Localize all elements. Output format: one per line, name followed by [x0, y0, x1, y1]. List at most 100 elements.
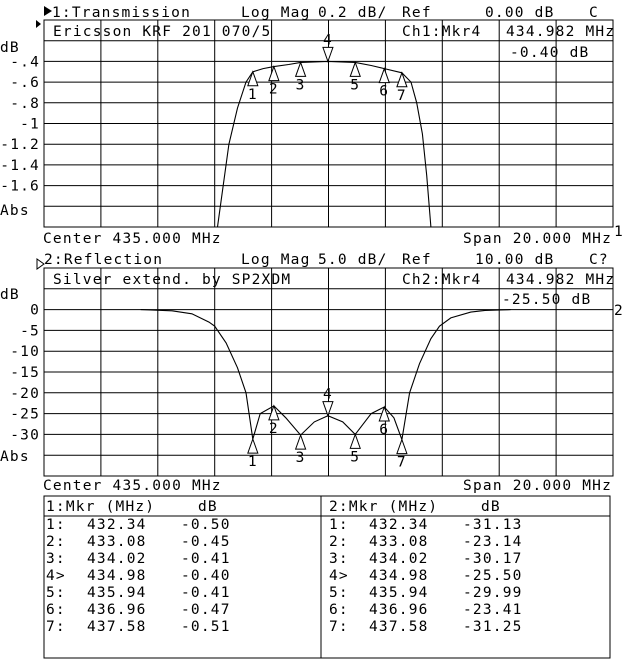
- marker-number: 7: [397, 88, 407, 104]
- graticule: [43, 267, 614, 477]
- marker-freq: 434.98: [369, 568, 429, 584]
- table-row: 1: 432.34 -0.50: [46, 517, 231, 533]
- marker-value: -0.45: [181, 534, 231, 550]
- y-tick-label: -.4: [10, 54, 40, 70]
- table-row: 6: 436.96 -23.41: [329, 602, 521, 618]
- y-axis-format: Abs: [0, 449, 30, 465]
- marker-number: 7: [397, 455, 407, 471]
- marker-freq: 432.34: [87, 517, 147, 533]
- marker-idx: 2:: [329, 534, 349, 550]
- marker-freq: 437.58: [87, 619, 147, 635]
- marker-triangle-icon: [378, 405, 390, 422]
- marker-freq: 437.58: [369, 619, 429, 635]
- marker-2[interactable]: 2: [268, 404, 280, 437]
- marker-idx: 5:: [46, 585, 66, 601]
- y-tick-label: 0: [30, 303, 40, 319]
- format-label: Log Mag: [241, 252, 311, 268]
- marker-5[interactable]: 5: [349, 60, 361, 93]
- table-row: 3: 434.02 -0.41: [46, 551, 231, 567]
- marker-3[interactable]: 3: [294, 60, 307, 93]
- format-label: Log Mag: [241, 5, 311, 21]
- y-axis-unit: dB: [0, 40, 20, 56]
- marker-idx: 6:: [46, 602, 66, 618]
- y-axis-format: Abs: [0, 203, 30, 219]
- marker-freq: 436.96: [369, 602, 429, 618]
- marker-number: 1: [248, 87, 258, 103]
- ch2-table-header: 2:Mkr (MHz): [329, 499, 438, 515]
- marker-value: -23.14: [463, 534, 523, 550]
- marker-triangle-icon: [396, 71, 408, 88]
- marker-freq: 435.94: [369, 585, 429, 601]
- active-marker-triangle-icon: [322, 46, 334, 63]
- ref-value: 10.00 dB: [475, 252, 554, 268]
- channel-2-plot: 2:Reflection Log Mag 5.0 dB/ Ref 10.00 d…: [0, 252, 624, 494]
- marker-3[interactable]: 3: [294, 433, 307, 466]
- y-tick-label: -.8: [10, 96, 40, 112]
- table-row: 4> 434.98 -25.50: [329, 568, 521, 584]
- y-tick-label: -20: [10, 386, 40, 402]
- marker-triangle-icon: [268, 65, 280, 82]
- marker-idx: 3:: [329, 551, 349, 567]
- ch2-table-unit: dB: [481, 499, 501, 515]
- marker-idx: 7:: [329, 619, 349, 635]
- marker-7[interactable]: 7: [396, 438, 408, 471]
- ref-label: Ref: [402, 5, 432, 21]
- marker-idx: 1:: [46, 517, 66, 533]
- marker-5[interactable]: 5: [349, 432, 361, 465]
- chart-subtitle: Silver extend. by SP2XDM: [53, 272, 291, 288]
- marker-idx: 1:: [329, 517, 349, 533]
- center-frequency-label: Center 435.000 MHz: [43, 478, 222, 494]
- marker-number: 5: [350, 77, 360, 93]
- table-row: 7: 437.58 -0.51: [46, 619, 231, 635]
- marker-idx: 5:: [329, 585, 349, 601]
- ch1-table-unit: dB: [198, 499, 218, 515]
- marker-value: -0.51: [181, 619, 231, 635]
- marker-value: -0.41: [181, 585, 231, 601]
- marker-readout-value: -0.40 dB: [510, 45, 589, 61]
- table-row: 2: 433.08 -23.14: [329, 534, 523, 550]
- table-row: 1: 432.34 -31.13: [329, 517, 521, 533]
- marker-triangle-icon: [247, 437, 259, 454]
- y-tick-label: -15: [10, 365, 40, 381]
- marker-value: -0.40: [181, 568, 231, 584]
- y-tick-label: -25: [10, 407, 40, 423]
- marker-number: 3: [296, 77, 306, 93]
- marker-readout-label: Ch1:Mkr4: [402, 24, 481, 40]
- table-row: 4> 434.98 -0.40: [46, 568, 231, 584]
- trace-line: [44, 60, 613, 228]
- ref-position-label: 2: [614, 303, 624, 319]
- marker-2[interactable]: 2: [268, 65, 280, 98]
- scale-label: 0.2 dB/: [318, 5, 388, 21]
- marker-readout-value: -25.50 dB: [502, 292, 591, 308]
- marker-freq: 434.02: [369, 551, 429, 567]
- y-tick-label: -30: [10, 427, 40, 443]
- table-row: 2: 433.08 -0.45: [46, 534, 231, 550]
- ref-label: Ref: [402, 252, 432, 268]
- marker-7[interactable]: 7: [396, 71, 408, 104]
- marker-6[interactable]: 6: [378, 67, 390, 100]
- ref-position-label: 1: [614, 224, 624, 240]
- marker-value: -30.17: [463, 551, 523, 567]
- marker-4[interactable]: 4: [322, 387, 334, 418]
- channel-title: 1:Transmission: [52, 5, 191, 21]
- marker-number: 3: [296, 450, 306, 466]
- marker-freq: 432.34: [369, 517, 429, 533]
- table-row: 6: 436.96 -0.47: [46, 602, 229, 618]
- channel-title: 2:Reflection: [44, 252, 163, 268]
- marker-1[interactable]: 1: [247, 70, 259, 103]
- marker-value: -0.50: [181, 517, 231, 533]
- y-tick-label: -5: [20, 323, 40, 339]
- marker-4[interactable]: 4: [322, 32, 334, 63]
- marker-number: 4: [323, 387, 333, 403]
- marker-1[interactable]: 1: [247, 437, 259, 470]
- marker-6[interactable]: 6: [378, 405, 390, 438]
- marker-readout-freq: 434.982 MHz: [506, 24, 615, 40]
- marker-value: -0.41: [181, 551, 231, 567]
- center-frequency-label: Center 435.000 MHz: [43, 231, 222, 247]
- status-label: C?: [589, 252, 609, 268]
- marker-triangle-icon: [396, 438, 408, 455]
- y-tick-label: -10: [10, 344, 40, 360]
- marker-number: 5: [350, 449, 360, 465]
- ref-position-arrow-icon: [36, 20, 41, 28]
